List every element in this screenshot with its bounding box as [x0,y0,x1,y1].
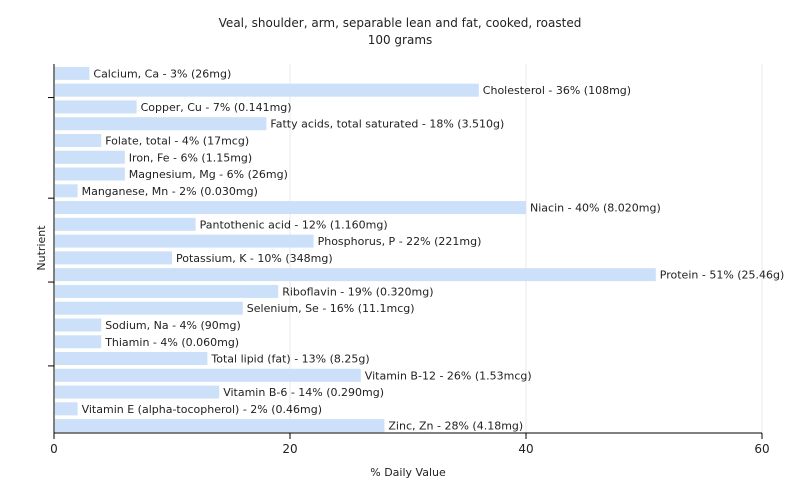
bar [55,368,361,382]
bar [55,117,267,131]
x-tick-label: 0 [50,442,58,456]
chart-title: Veal, shoulder, arm, separable lean and … [219,16,582,30]
bar-label: Calcium, Ca - 3% (26mg) [93,67,231,80]
bar [55,284,279,298]
bar-label: Riboflavin - 19% (0.320mg) [282,285,433,298]
bar [55,251,172,265]
plot-area: Calcium, Ca - 3% (26mg) Cholesterol - 36%… [48,64,784,456]
bar-label: Thiamin - 4% (0.060mg) [104,336,239,349]
bar [55,352,208,366]
bar [55,184,78,198]
bar [55,335,102,349]
bar [55,217,196,231]
x-axis-label: % Daily Value [370,466,446,479]
bar-label: Cholesterol - 36% (108mg) [483,84,631,97]
bar-label: Folate, total - 4% (17mcg) [105,134,249,147]
bar [55,234,314,248]
bar [55,133,102,147]
chart-subtitle: 100 grams [368,33,433,47]
bar-label: Phosphorus, P - 22% (221mg) [318,235,482,248]
bar [55,167,125,181]
bar-label: Iron, Fe - 6% (1.15mg) [129,151,252,164]
bar [55,419,385,433]
bar [55,201,526,215]
x-tick-label: 60 [754,442,769,456]
bar-label: Copper, Cu - 7% (0.141mg) [141,101,292,114]
bar-label: Fatty acids, total saturated - 18% (3.51… [270,118,504,131]
bar-label: Total lipid (fat) - 13% (8.25g) [210,353,369,366]
bar-label: Protein - 51% (25.46g) [660,269,785,282]
bar [55,83,479,97]
bar-label: Potassium, K - 10% (348mg) [176,252,333,265]
y-axis-label: Nutrient [35,225,48,271]
bar [55,150,125,164]
bar-label: Sodium, Na - 4% (90mg) [105,319,241,332]
bar [55,66,90,80]
x-tick-label: 20 [282,442,297,456]
bar [55,385,220,399]
bar-label: Vitamin B-6 - 14% (0.290mg) [223,386,384,399]
bar-label: Selenium, Se - 16% (11.1mcg) [247,302,415,315]
bar [55,402,78,416]
bar [55,100,137,114]
bar [55,268,656,282]
bar [55,318,102,332]
bar-label: Pantothenic acid - 12% (1.160mg) [200,218,388,231]
bar-label: Niacin - 40% (8.020mg) [530,202,661,215]
bar-label: Manganese, Mn - 2% (0.030mg) [82,185,258,198]
bar-label: Vitamin E (alpha-tocopherol) - 2% (0.46m… [82,403,322,416]
bar [55,301,243,315]
x-tick-label: 40 [518,442,533,456]
bar-label: Zinc, Zn - 28% (4.18mg) [388,420,523,433]
bar-label: Magnesium, Mg - 6% (26mg) [129,168,288,181]
bar-label: Vitamin B-12 - 26% (1.53mcg) [365,369,532,382]
